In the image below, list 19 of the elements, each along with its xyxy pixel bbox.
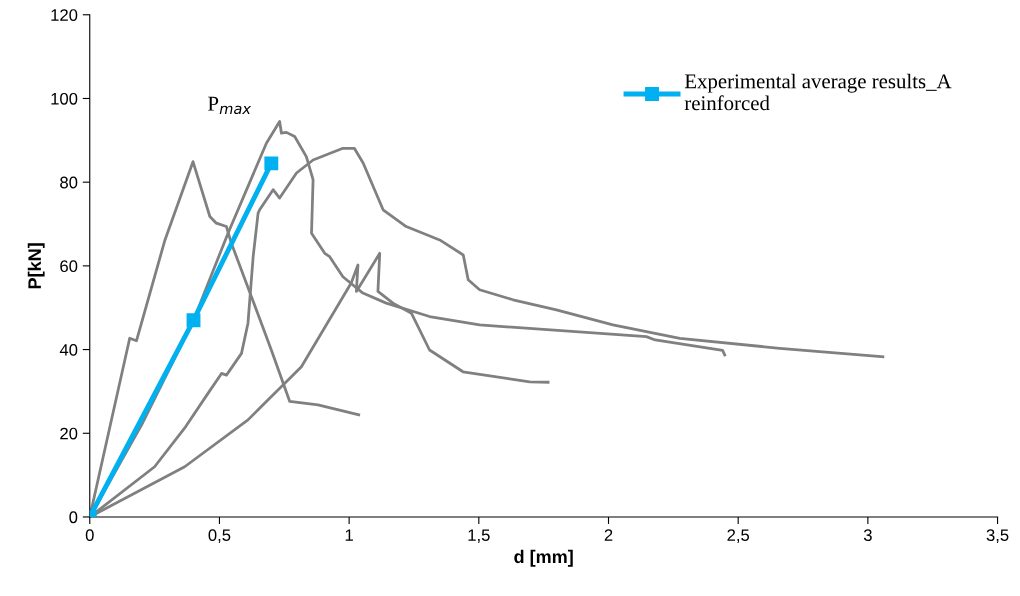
y-tick-label: 20 bbox=[60, 427, 78, 440]
y-tick-label: 80 bbox=[60, 176, 78, 189]
x-tick-label: 1,5 bbox=[468, 529, 490, 543]
x-tick-label: 2 bbox=[604, 529, 613, 541]
y-axis-title: P[kN] bbox=[27, 243, 45, 289]
y-tick-label: 100 bbox=[51, 92, 78, 105]
y-tick-label: 40 bbox=[59, 343, 78, 356]
x-tick-label: 3,5 bbox=[986, 529, 1009, 543]
y-tick-label: 60 bbox=[60, 260, 78, 273]
y-tick-label: 120 bbox=[51, 9, 78, 21]
legend-label: Experimental average results_A reinforced bbox=[684, 73, 952, 111]
x-tick-label: 1 bbox=[345, 529, 353, 541]
x-tick-label: 0,5 bbox=[208, 529, 231, 543]
x-tick-label: 2,5 bbox=[727, 529, 750, 543]
y-tick-label: 0 bbox=[69, 511, 78, 524]
annotation: P$_{max}$ bbox=[208, 96, 252, 115]
x-tick-label: 3 bbox=[863, 529, 872, 542]
x-tick-label: 0 bbox=[85, 529, 94, 542]
x-axis-title: d [mm] bbox=[514, 549, 573, 567]
